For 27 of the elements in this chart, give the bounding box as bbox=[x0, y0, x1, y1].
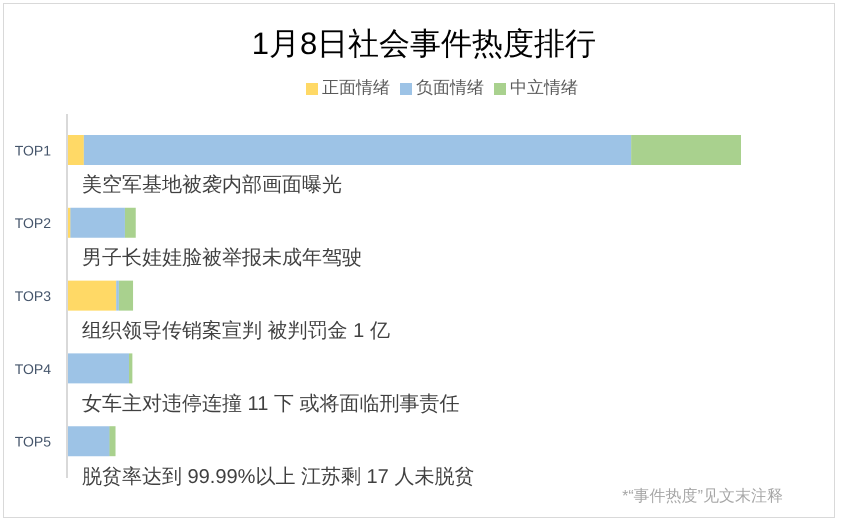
bar bbox=[67, 426, 110, 456]
bar bbox=[67, 135, 84, 165]
bar bbox=[129, 353, 132, 384]
bar bbox=[70, 208, 125, 238]
bar bbox=[84, 135, 632, 165]
bar bbox=[116, 280, 119, 311]
y-tick-label: TOP4 bbox=[14, 360, 52, 377]
annotation: 组织领导传销案宣判 被判罚金 1 亿 bbox=[82, 320, 390, 342]
chart-title: 1月8日社会事件热度排行 bbox=[252, 26, 596, 61]
bar bbox=[118, 280, 134, 311]
y-tick-label: TOP5 bbox=[14, 434, 52, 450]
annotation: 男子长娃娃脸被举报未成年驾驶 bbox=[82, 247, 362, 270]
bar bbox=[124, 208, 136, 238]
annotation: 脱贫率达到 99.99%以上 江苏剩 17 人未脱贫 bbox=[82, 466, 474, 488]
bar bbox=[109, 426, 116, 456]
y-tick-label: TOP1 bbox=[14, 142, 52, 158]
annotation: 女车主对违停连撞 11 下 或将面临刑事责任 bbox=[82, 392, 460, 415]
legend-label: 负面情绪 bbox=[416, 78, 484, 97]
bar bbox=[631, 135, 741, 165]
text: *“事件热度”见文末注释 bbox=[622, 488, 783, 505]
legend-label: 正面情绪 bbox=[322, 78, 390, 97]
y-tick-label: TOP3 bbox=[14, 288, 52, 304]
annotation: 美空军基地被袭内部画面曝光 bbox=[82, 174, 342, 196]
legend-label: 中立情绪 bbox=[510, 78, 578, 97]
bar bbox=[67, 280, 116, 311]
bar bbox=[67, 353, 130, 384]
y-tick-label: TOP2 bbox=[14, 215, 52, 232]
